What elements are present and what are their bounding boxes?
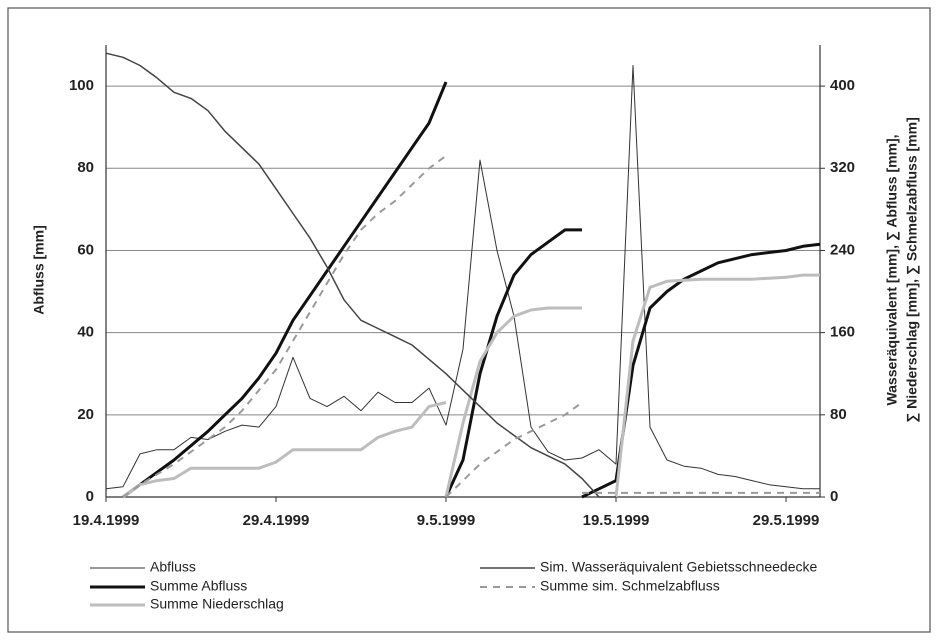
- y-tick-label: 100: [69, 77, 94, 94]
- legend-label: Summe Niederschlag: [150, 596, 284, 612]
- y-axis-label: Abfluss [mm]: [31, 225, 47, 314]
- legend-label: Abfluss: [150, 559, 196, 575]
- y2-tick-label: 0: [830, 488, 838, 505]
- y2-tick-label: 240: [830, 241, 855, 258]
- x-tick-label: 29.5.1999: [753, 512, 820, 529]
- y2-tick-label: 320: [830, 159, 855, 176]
- y2-axis-label: Wasseräquivalent [mm], ∑ Abfluss [mm],: [884, 134, 901, 405]
- x-tick-label: 9.5.1999: [417, 512, 475, 529]
- legend-label: Summe sim. Schmelzabfluss: [540, 578, 720, 594]
- series-line: [122, 155, 820, 498]
- y-tick-label: 80: [77, 159, 94, 176]
- y-tick-label: 0: [86, 488, 94, 505]
- x-tick-label: 29.4.1999: [243, 512, 310, 529]
- y2-axis-label: ∑ Niederschlag [mm], ∑ Schmelzabfluss [m…: [904, 117, 921, 422]
- y-tick-label: 40: [77, 324, 94, 341]
- series-line: [105, 52, 616, 498]
- x-tick-label: 19.4.1999: [73, 512, 140, 529]
- y-tick-label: 60: [77, 241, 94, 258]
- series-line: [122, 81, 821, 499]
- x-tick-label: 19.5.1999: [583, 512, 650, 529]
- y2-tick-label: 400: [830, 77, 855, 94]
- legend-label: Sim. Wasseräquivalent Gebietsschneedecke: [540, 559, 818, 575]
- series-line: [122, 273, 820, 499]
- legend-label: Summe Abfluss: [150, 578, 247, 594]
- series-line: [105, 65, 820, 490]
- y2-tick-label: 80: [830, 406, 847, 423]
- y2-tick-label: 160: [830, 324, 855, 341]
- frame: [7, 7, 931, 633]
- y-tick-label: 20: [77, 406, 94, 423]
